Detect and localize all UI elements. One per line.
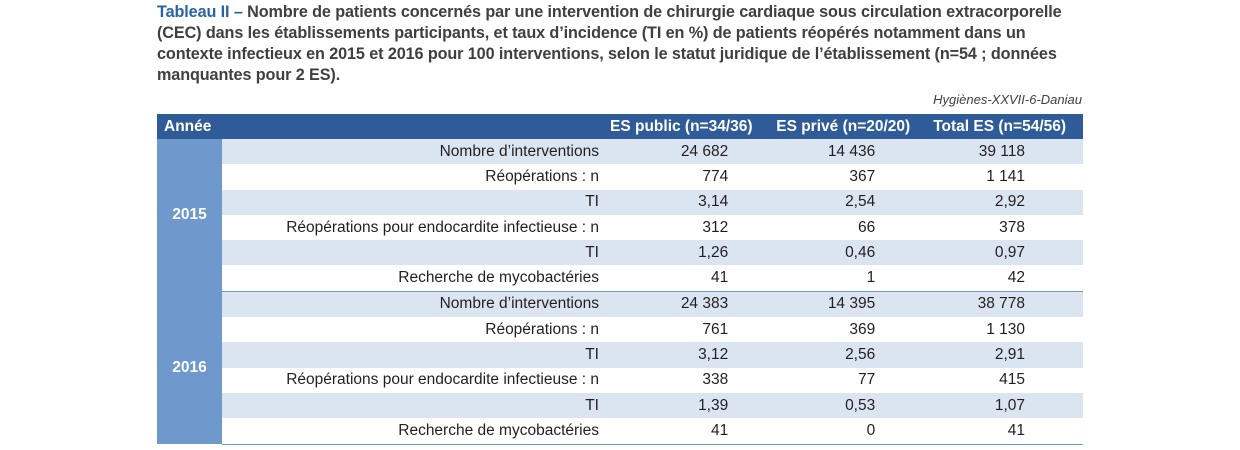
value-es-public: 3,14 <box>604 189 771 215</box>
value-es-prive: 0,46 <box>770 240 928 266</box>
value-total-es: 2,91 <box>927 342 1083 368</box>
value-es-prive: 367 <box>849 167 876 185</box>
value-total-es: 39 118 <box>927 139 1083 165</box>
value-total-es: 38 778 <box>927 290 1083 318</box>
value-es-prive: 14 395 <box>770 290 928 318</box>
row-label: Réopérations pour endocardite infectieus… <box>286 371 599 389</box>
row-label: Recherche de mycobactéries <box>398 269 599 287</box>
value-total-es: 378 <box>999 218 1025 236</box>
value-total-es: 1 141 <box>986 167 1025 185</box>
value-es-prive: 77 <box>857 371 876 389</box>
value-total-es: 1,07 <box>927 392 1083 419</box>
value-es-public: 24 383 <box>604 290 771 318</box>
table-row: Réopérations pour endocardite infectieus… <box>157 215 1083 240</box>
row-label: Recherche de mycobactéries <box>222 418 604 445</box>
table-caption: Tableau II – Nombre de patients concerné… <box>157 2 1077 86</box>
data-table: Année ES public (n=34/36) ES privé (n=20… <box>157 114 1083 445</box>
year-cell-2016: 2016 <box>157 290 222 445</box>
table-row: Réopérations : n 761 369 1 130 <box>157 317 1083 342</box>
row-label: Réopérations pour endocardite infectieus… <box>286 218 599 236</box>
value-es-public: 41 <box>604 418 771 445</box>
row-label: Nombre d’interventions <box>222 139 604 165</box>
value-es-prive: 369 <box>849 320 876 338</box>
header-label <box>222 114 604 139</box>
row-label: TI <box>222 342 604 368</box>
value-es-public: 338 <box>702 371 729 389</box>
value-es-public: 1,26 <box>604 240 771 266</box>
table-row: Recherche de mycobactéries 41 1 42 <box>157 265 1083 291</box>
row-label: TI <box>222 240 604 266</box>
value-total-es: 2,92 <box>927 189 1083 215</box>
source-credit: Hygiènes-XXVII-6-Daniau <box>933 92 1082 107</box>
header-total-es: Total ES (n=54/56) <box>927 114 1083 139</box>
row-label: Nombre d’interventions <box>222 290 604 318</box>
year-cell-2015: 2015 <box>157 139 222 292</box>
table-row: TI 1,39 0,53 1,07 <box>157 392 1083 419</box>
value-es-prive: 0 <box>770 418 928 445</box>
value-es-public: 41 <box>710 269 729 287</box>
table-row: Recherche de mycobactéries 41 0 41 <box>157 418 1083 445</box>
value-es-prive: 14 436 <box>770 139 928 165</box>
value-es-prive: 2,54 <box>770 189 928 215</box>
table-row: 2015 Nombre d’interventions 24 682 14 43… <box>157 139 1083 292</box>
value-es-prive: 2,56 <box>770 342 928 368</box>
header-row: Année ES public (n=34/36) ES privé (n=20… <box>157 114 1083 139</box>
caption-lead: Tableau II – <box>157 3 243 21</box>
row-label: Réopérations : n <box>485 167 599 185</box>
value-es-public: 312 <box>702 218 729 236</box>
value-es-public: 3,12 <box>604 342 771 368</box>
caption-text: Nombre de patients concernés par une int… <box>157 3 1062 84</box>
header-es-prive: ES privé (n=20/20) <box>770 114 928 139</box>
value-es-prive: 66 <box>857 218 876 236</box>
table-row: Réopérations : n 774 367 1 141 <box>157 164 1083 189</box>
table-row: 2016 Nombre d’interventions 24 383 14 39… <box>157 290 1083 445</box>
value-es-public: 24 682 <box>604 139 771 165</box>
header-es-public: ES public (n=34/36) <box>604 114 771 139</box>
table-row: TI 3,12 2,56 2,91 <box>157 342 1083 368</box>
header-year: Année <box>157 114 222 139</box>
value-es-public: 1,39 <box>604 392 771 419</box>
value-total-es: 1 130 <box>986 320 1025 338</box>
row-label: TI <box>222 189 604 215</box>
value-total-es: 42 <box>1007 269 1025 287</box>
value-es-public: 774 <box>702 167 729 185</box>
value-total-es: 41 <box>927 418 1083 445</box>
value-es-public: 761 <box>702 320 729 338</box>
value-total-es: 415 <box>999 371 1025 389</box>
table-row: Réopérations pour endocardite infectieus… <box>157 368 1083 393</box>
value-es-prive: 1 <box>866 269 876 287</box>
value-total-es: 0,97 <box>927 240 1083 266</box>
table-row: TI 3,14 2,54 2,92 <box>157 189 1083 215</box>
table-row: TI 1,26 0,46 0,97 <box>157 240 1083 266</box>
row-label: Réopérations : n <box>485 320 599 338</box>
value-es-prive: 0,53 <box>770 392 928 419</box>
row-label: TI <box>222 392 604 419</box>
